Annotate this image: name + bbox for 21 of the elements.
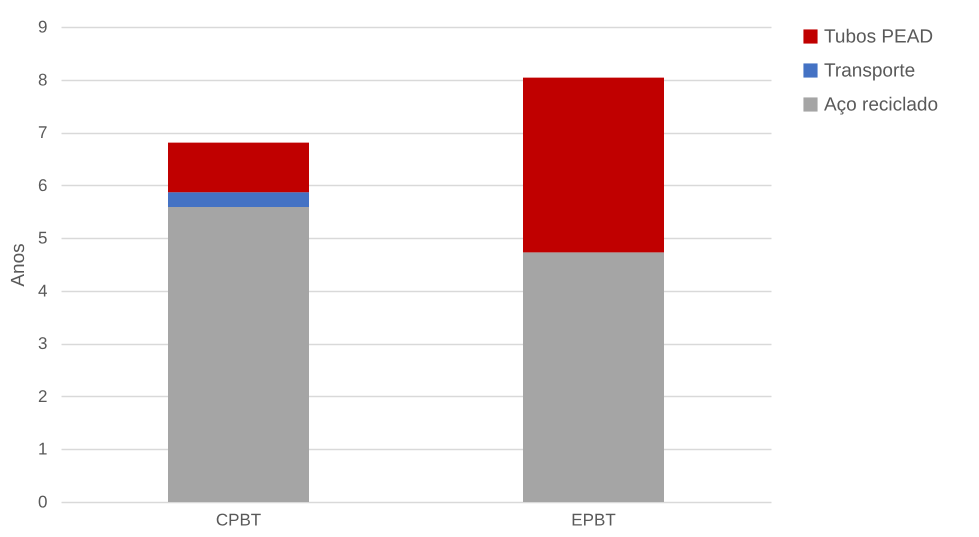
bar: [168, 192, 309, 207]
y-tick-label: 2: [38, 386, 48, 406]
y-tick-label: 0: [38, 492, 48, 512]
y-tick-label: 9: [38, 18, 48, 36]
y-tick-label: 4: [38, 281, 48, 300]
bar: [523, 252, 664, 502]
x-tick-label: CPBT: [216, 510, 262, 530]
y-tick-label: 1: [38, 440, 48, 459]
legend-label: Tubos PEAD: [824, 26, 934, 48]
legend-label: Aço reciclado: [824, 94, 938, 116]
y-tick-label: 5: [38, 228, 48, 248]
bar: [168, 206, 309, 502]
y-tick-label: 3: [38, 334, 48, 354]
y-axis-title: Anos: [8, 243, 30, 287]
y-tick-label: 8: [38, 70, 48, 90]
y-tick-label: 6: [38, 176, 48, 195]
bar: [168, 142, 309, 192]
bar: [523, 78, 664, 252]
x-tick-label: EPBT: [571, 510, 616, 530]
legend-label: Transporte: [824, 60, 916, 82]
y-tick-label: 7: [38, 123, 48, 142]
